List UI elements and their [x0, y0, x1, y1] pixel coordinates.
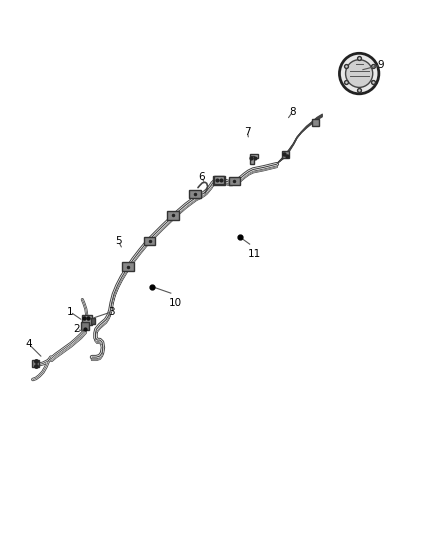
Bar	[32, 360, 39, 367]
FancyBboxPatch shape	[144, 237, 155, 245]
Bar	[82, 315, 92, 325]
Bar	[282, 151, 289, 158]
Text: 1: 1	[67, 307, 74, 317]
Bar	[250, 154, 258, 158]
Text: 11: 11	[247, 249, 261, 260]
Bar	[312, 119, 319, 126]
FancyBboxPatch shape	[122, 262, 134, 271]
Text: 7: 7	[244, 127, 251, 137]
Text: 3: 3	[108, 307, 115, 317]
Text: 6: 6	[198, 172, 205, 182]
Text: 4: 4	[25, 339, 32, 349]
Text: 5: 5	[115, 236, 122, 246]
Bar	[91, 318, 95, 324]
FancyBboxPatch shape	[213, 176, 225, 185]
Bar	[214, 176, 224, 184]
Bar	[81, 322, 89, 330]
FancyBboxPatch shape	[167, 211, 179, 220]
Text: 10: 10	[169, 298, 182, 309]
FancyBboxPatch shape	[189, 190, 201, 198]
Ellipse shape	[346, 60, 373, 87]
FancyBboxPatch shape	[229, 177, 240, 185]
Text: 8: 8	[289, 107, 296, 117]
Bar	[250, 156, 254, 164]
Ellipse shape	[339, 53, 379, 94]
Text: 2: 2	[73, 325, 80, 334]
Text: 9: 9	[378, 60, 385, 70]
